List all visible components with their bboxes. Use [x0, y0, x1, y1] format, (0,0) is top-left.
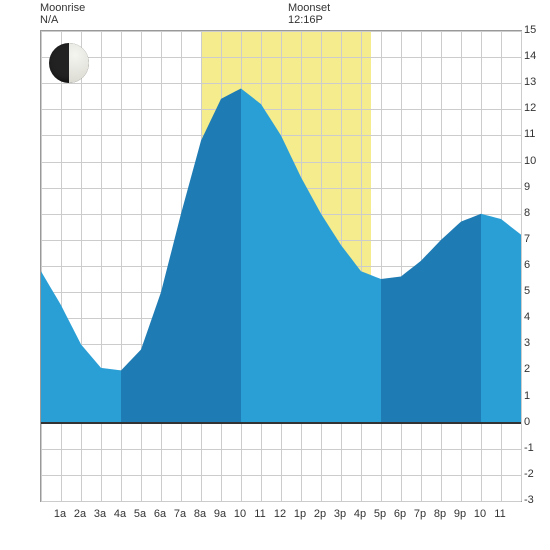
y-tick-label: 7: [524, 233, 548, 245]
y-tick-label: -1: [524, 442, 548, 454]
zero-line: [41, 422, 521, 424]
moonset-label: Moonset: [288, 2, 330, 14]
x-tick-label: 4a: [114, 508, 126, 520]
x-tick-label: 7a: [174, 508, 186, 520]
y-tick-label: 9: [524, 181, 548, 193]
x-tick-label: 2a: [74, 508, 86, 520]
y-tick-label: 10: [524, 155, 548, 167]
x-tick-label: 10: [234, 508, 246, 520]
x-tick-label: 2p: [314, 508, 326, 520]
chart-plot-area: [40, 30, 522, 502]
x-tick-label: 10: [474, 508, 486, 520]
x-tick-label: 1p: [294, 508, 306, 520]
y-tick-label: 2: [524, 363, 548, 375]
moonset-value: 12:16P: [288, 14, 323, 26]
x-tick-label: 1a: [54, 508, 66, 520]
moon-illuminated-half: [69, 43, 89, 83]
x-tick-label: 4p: [354, 508, 366, 520]
x-tick-label: 8p: [434, 508, 446, 520]
y-tick-label: 13: [524, 76, 548, 88]
x-tick-label: 11: [254, 508, 265, 520]
y-tick-label: 8: [524, 207, 548, 219]
x-tick-label: 9p: [454, 508, 466, 520]
moon-phase-icon: [49, 43, 89, 83]
y-tick-label: 1: [524, 390, 548, 402]
x-tick-label: 6a: [154, 508, 166, 520]
x-tick-label: 5a: [134, 508, 146, 520]
y-tick-label: 6: [524, 259, 548, 271]
y-tick-label: 11: [524, 128, 548, 140]
y-tick-label: 3: [524, 337, 548, 349]
x-tick-label: 9a: [214, 508, 226, 520]
x-tick-label: 8a: [194, 508, 206, 520]
y-tick-label: -3: [524, 494, 548, 506]
x-tick-label: 12: [274, 508, 286, 520]
x-tick-label: 6p: [394, 508, 406, 520]
x-tick-label: 3p: [334, 508, 346, 520]
y-tick-label: -2: [524, 468, 548, 480]
y-tick-label: 12: [524, 102, 548, 114]
daylight-band: [201, 31, 371, 423]
y-tick-label: 5: [524, 285, 548, 297]
moonrise-value: N/A: [40, 14, 58, 26]
y-tick-label: 0: [524, 416, 548, 428]
tide-chart-container: Moonrise N/A Moonset 12:16P -3-2-1012345…: [0, 0, 550, 550]
x-tick-label: 7p: [414, 508, 426, 520]
y-tick-label: 4: [524, 311, 548, 323]
x-tick-label: 11: [494, 508, 505, 520]
moonrise-label: Moonrise: [40, 2, 85, 14]
y-tick-label: 15: [524, 24, 548, 36]
x-tick-label: 3a: [94, 508, 106, 520]
x-tick-label: 5p: [374, 508, 386, 520]
y-tick-label: 14: [524, 50, 548, 62]
